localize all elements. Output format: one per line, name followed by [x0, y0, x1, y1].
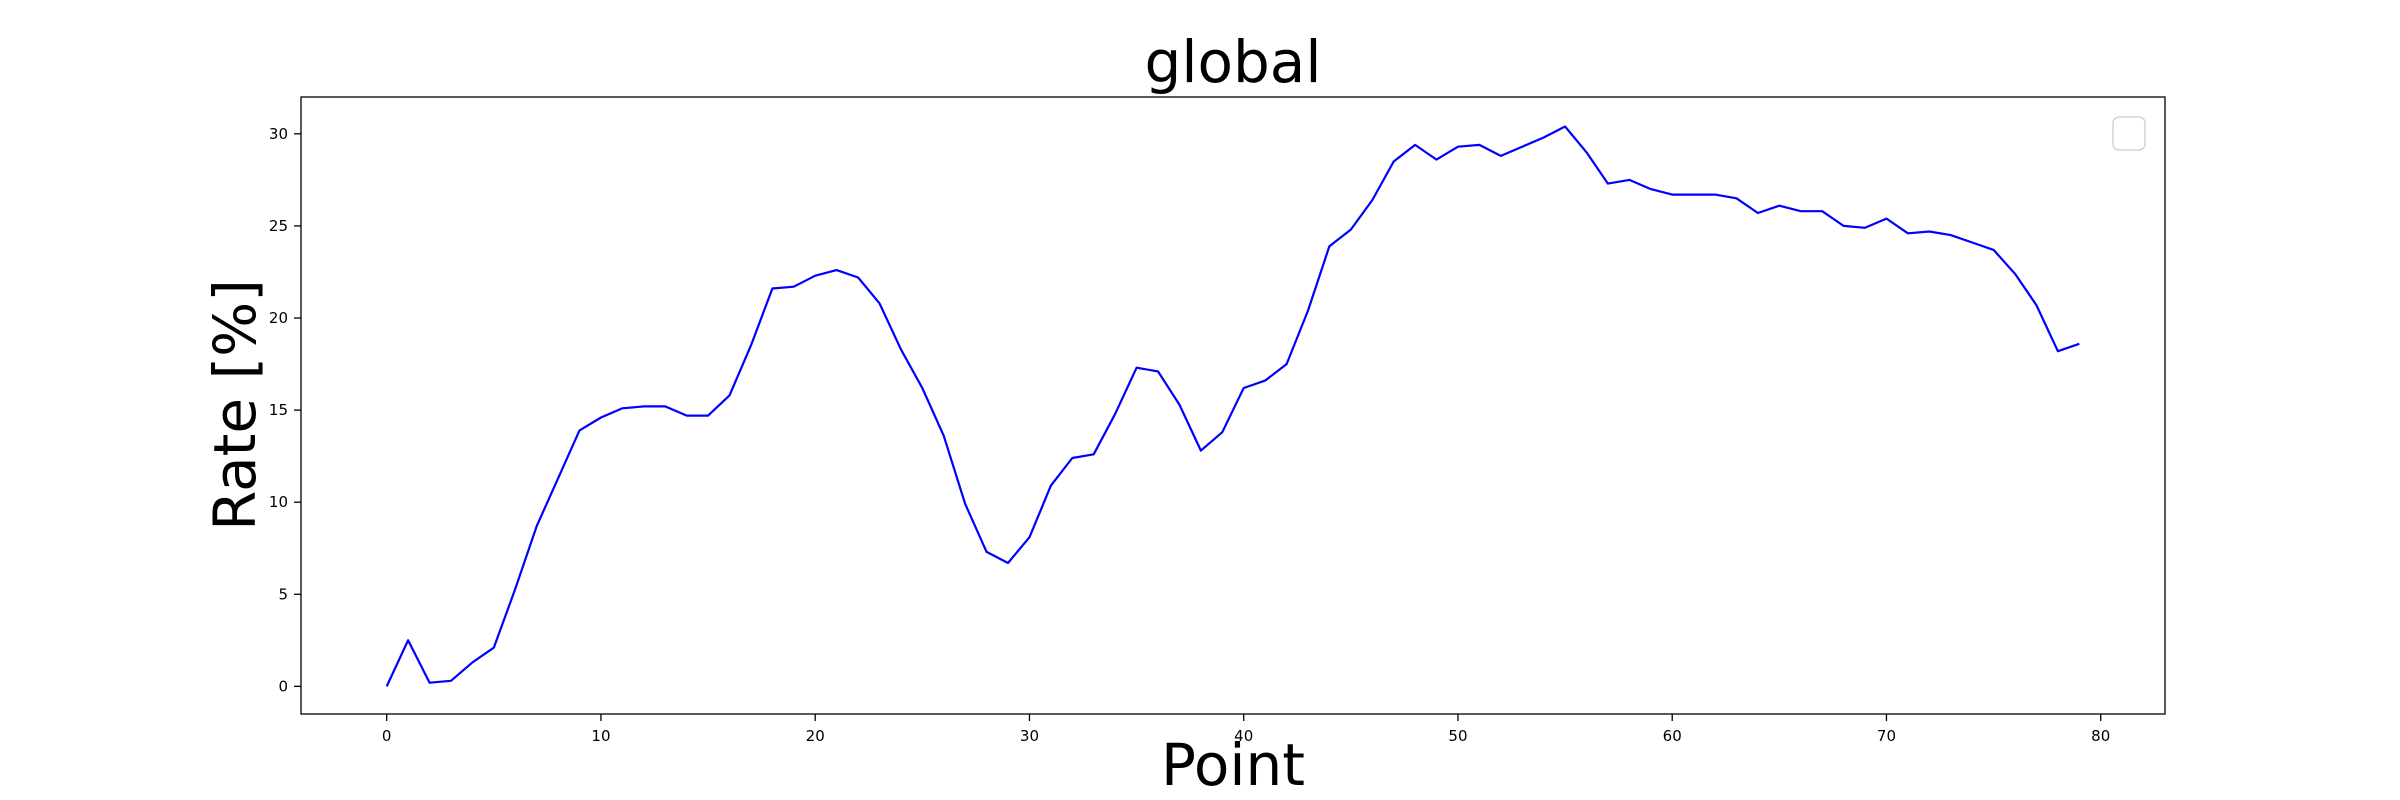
plot-frame	[300, 96, 2166, 715]
y-tick-label: 30	[269, 125, 288, 143]
x-tick-label: 70	[1877, 727, 1896, 745]
legend-box	[2112, 116, 2146, 151]
x-tick-label: 30	[1020, 727, 1039, 745]
series-group	[385, 125, 2080, 687]
x-axis-ticks: 0 10 20 30 40 50 60 70 80	[382, 714, 2110, 745]
x-axis-label: Point	[1161, 731, 1305, 799]
x-tick-label: 20	[806, 727, 825, 745]
y-tick-label: 5	[278, 585, 288, 603]
x-tick-label: 40	[1234, 727, 1253, 745]
x-tick-label: 10	[591, 727, 610, 745]
x-tick-label: 50	[1448, 727, 1467, 745]
y-tick-label: 15	[269, 401, 288, 419]
x-tick-label: 0	[382, 727, 392, 745]
y-axis-label: Rate [%]	[201, 279, 269, 531]
chart-title: global	[1145, 28, 1322, 96]
x-tick-label: 80	[2091, 727, 2110, 745]
y-tick-label: 0	[278, 677, 288, 695]
x-tick-label: 60	[1663, 727, 1682, 745]
y-tick-label: 20	[269, 309, 288, 327]
y-axis-ticks: 0 5 10 15 20 25 30	[269, 125, 301, 695]
series-line	[385, 125, 2080, 687]
y-tick-label: 10	[269, 493, 288, 511]
y-tick-label: 25	[269, 217, 288, 235]
plot-area	[300, 96, 2166, 715]
